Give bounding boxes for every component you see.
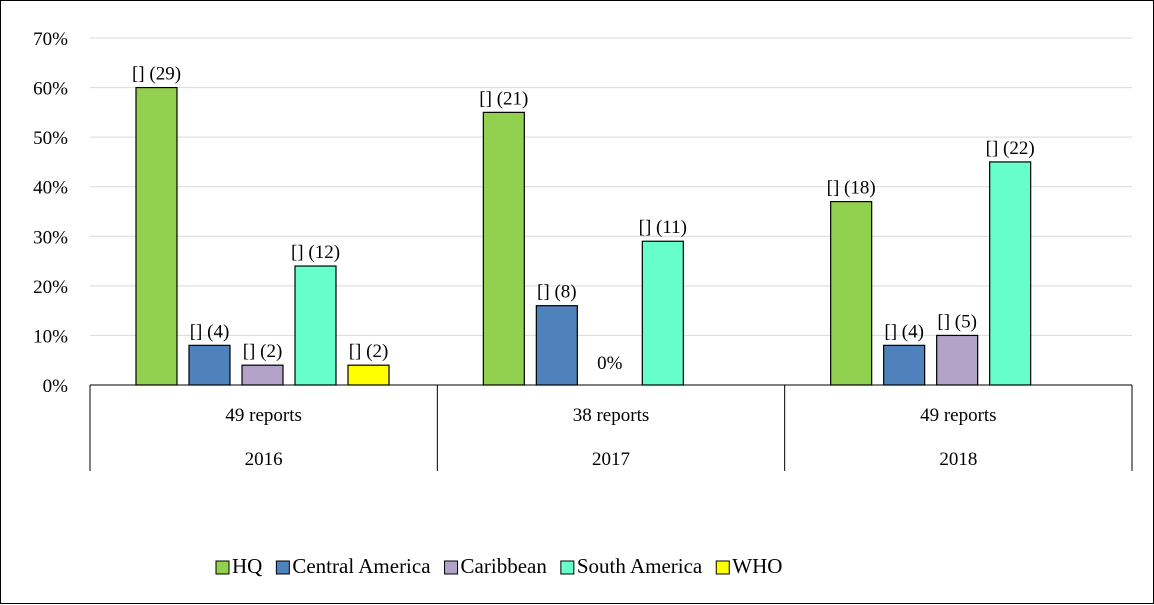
data-label: [] (29) — [132, 64, 181, 85]
legend-swatch-central-america — [275, 560, 290, 575]
y-tick-label: 30% — [33, 227, 68, 248]
y-tick-label: 50% — [33, 128, 68, 149]
reports-label: 49 reports — [920, 405, 997, 426]
data-label: [] (4) — [884, 321, 924, 342]
data-label: 0% — [597, 353, 623, 374]
gridlines — [90, 37, 1132, 336]
data-label: [] (12) — [291, 242, 340, 263]
y-tick-label: 20% — [33, 277, 68, 298]
bar-south-america-2017 — [641, 240, 684, 386]
y-tick-label: 60% — [33, 79, 68, 100]
legend-label: Central America — [292, 554, 431, 578]
year-label: 2018 — [939, 449, 977, 470]
data-label: [] (11) — [639, 217, 687, 238]
bar-central-america-2018 — [883, 344, 926, 386]
reports-label: 49 reports — [225, 405, 302, 426]
bar-hq-2016 — [135, 86, 178, 386]
data-label: [] (2) — [243, 341, 283, 362]
legend-swatch-caribbean — [444, 560, 459, 575]
bar-caribbean-2016 — [241, 364, 284, 386]
data-label: [] (4) — [190, 321, 230, 342]
labels: 0% 10% 20% 30% 40% 50% 60% 70% [] (29) [] (4) [] (… — [33, 29, 1035, 470]
data-label: [] (18) — [827, 178, 876, 199]
y-tick-label: 70% — [33, 29, 68, 50]
bar-south-america-2018 — [989, 161, 1032, 386]
bar-central-america-2017 — [535, 305, 578, 386]
legend-label: HQ — [232, 554, 262, 578]
y-tick-label: 10% — [33, 326, 68, 347]
data-label: [] (22) — [986, 138, 1035, 159]
y-tick-label: 0% — [43, 376, 69, 397]
bar-south-america-2016 — [294, 265, 337, 386]
bar-caribbean-2018 — [936, 334, 979, 386]
bar-hq-2018 — [830, 200, 873, 386]
legend: HQ Central America Caribbean South America W… — [215, 554, 782, 578]
axes — [89, 384, 1133, 471]
legend-swatch-who — [715, 560, 730, 575]
reports-label: 38 reports — [573, 405, 650, 426]
bar-hq-2017 — [482, 111, 525, 386]
bar-who-2016 — [347, 364, 390, 386]
bar-central-america-2016 — [188, 344, 231, 386]
legend-swatch-south-america — [560, 560, 575, 575]
legend-swatch-hq — [215, 560, 230, 575]
data-label: [] (2) — [349, 341, 389, 362]
legend-label: Caribbean — [461, 554, 548, 578]
data-label: [] (8) — [537, 282, 577, 303]
data-label: [] (21) — [479, 88, 528, 109]
legend-label: WHO — [732, 554, 782, 578]
data-label: [] (5) — [937, 311, 977, 332]
legend-label: South America — [577, 554, 703, 578]
year-label: 2016 — [245, 449, 283, 470]
year-label: 2017 — [592, 449, 630, 470]
y-tick-label: 40% — [33, 178, 68, 199]
